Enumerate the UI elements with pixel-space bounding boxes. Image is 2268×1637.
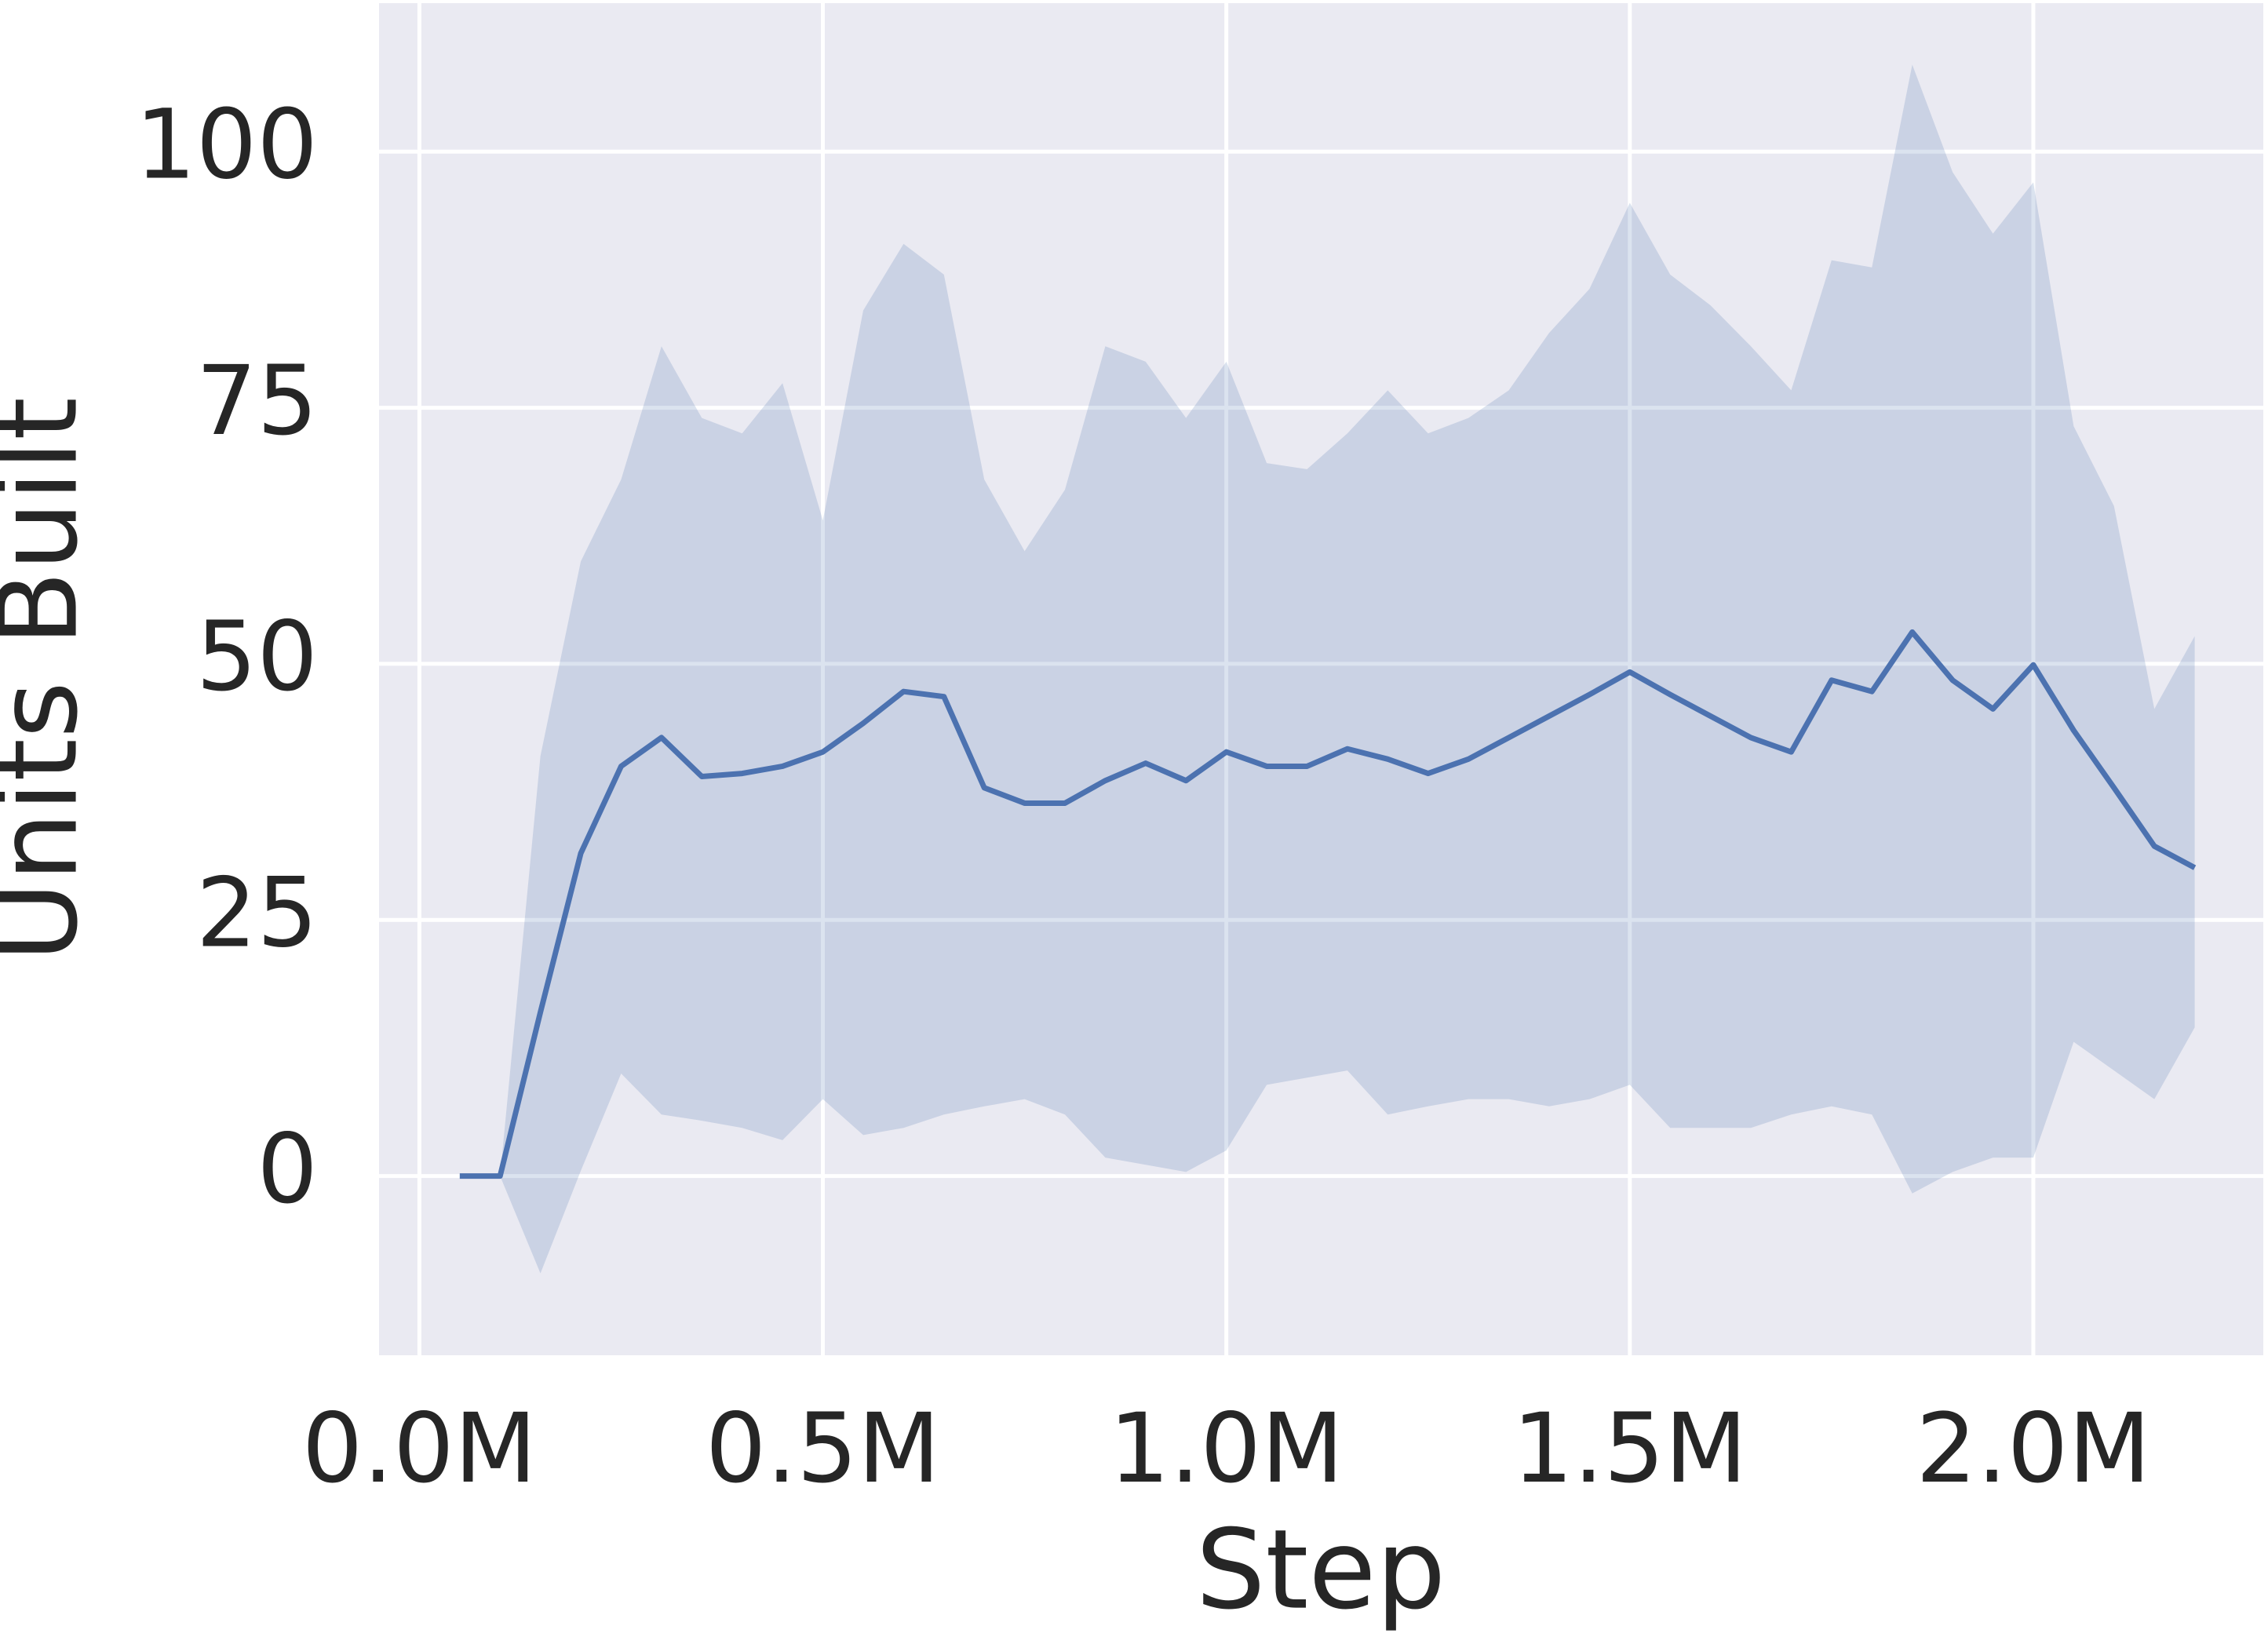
x-tick-label: 1.0M xyxy=(1109,1393,1344,1504)
mean-line xyxy=(459,629,2197,1179)
y-axis-label: Units Built xyxy=(0,397,103,962)
x-tick-label: 0.0M xyxy=(302,1393,537,1504)
x-tick-label: 1.5M xyxy=(1512,1393,1747,1504)
y-tick-label: 50 xyxy=(196,601,318,713)
x-axis-label: Step xyxy=(1196,1507,1446,1635)
grid xyxy=(379,3,2263,1355)
y-tick-label: 75 xyxy=(196,345,318,457)
y-tick-label: 0 xyxy=(257,1114,318,1225)
marks xyxy=(459,64,2197,1274)
x-tick-label: 0.5M xyxy=(706,1393,940,1504)
y-tick-label: 100 xyxy=(135,89,318,200)
y-tick-label: 25 xyxy=(196,857,318,968)
confidence-band xyxy=(459,64,2195,1274)
x-tick-label: 2.0M xyxy=(1916,1393,2150,1504)
